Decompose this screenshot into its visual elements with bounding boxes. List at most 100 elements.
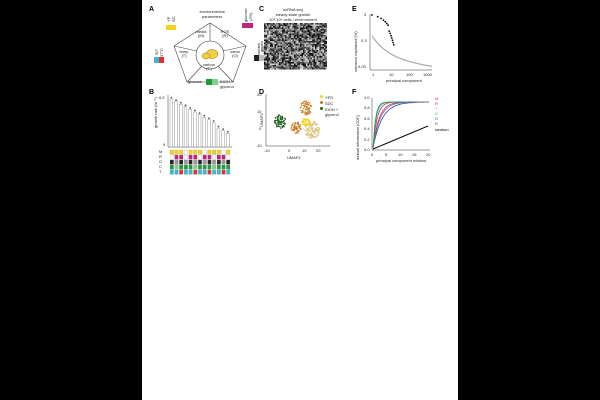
heatmap-cell bbox=[324, 44, 326, 46]
heatmap-cell bbox=[273, 38, 275, 40]
heatmap-cell bbox=[301, 29, 303, 31]
heatmap-cell bbox=[325, 65, 327, 67]
heatmap-cell bbox=[321, 62, 323, 64]
heatmap-cell bbox=[298, 57, 300, 59]
grid-cell bbox=[226, 149, 231, 155]
heatmap-cell bbox=[315, 57, 317, 59]
heatmap-cell bbox=[306, 50, 308, 52]
e-point bbox=[382, 19, 385, 21]
umap-point bbox=[302, 122, 304, 124]
heatmap-cell bbox=[318, 56, 320, 58]
heatmap-cell bbox=[313, 35, 315, 37]
heatmap-cell bbox=[267, 62, 269, 64]
bar bbox=[226, 133, 230, 148]
heatmap-cell bbox=[324, 29, 326, 31]
segment-media: media (M) bbox=[195, 29, 207, 38]
umap-point bbox=[302, 104, 305, 107]
grid-cell bbox=[179, 169, 184, 175]
heatmap-cell bbox=[273, 53, 275, 55]
heatmap-cell bbox=[292, 33, 294, 35]
segment-osmo: osmo (O) bbox=[230, 49, 240, 58]
heatmap-cell bbox=[303, 50, 305, 52]
heatmap-cell bbox=[276, 45, 278, 47]
heatmap-cell bbox=[274, 48, 276, 50]
umap-point bbox=[305, 124, 308, 126]
heatmap-cell bbox=[288, 54, 290, 56]
heatmap-cell bbox=[292, 32, 294, 34]
heatmap-cell bbox=[292, 54, 294, 56]
heatmap-cell bbox=[276, 62, 278, 64]
heatmap-cell bbox=[324, 35, 326, 37]
umap-point bbox=[274, 117, 277, 119]
heatmap-cell bbox=[313, 48, 315, 50]
umap-point bbox=[276, 119, 278, 122]
heatmap-cell bbox=[270, 60, 272, 62]
heatmap-cell bbox=[298, 44, 300, 46]
heatmap-cell bbox=[297, 38, 299, 40]
heatmap-cell bbox=[312, 45, 314, 47]
heatmap-cell bbox=[303, 51, 305, 53]
heatmap-cell bbox=[270, 57, 272, 59]
heatmap-cell bbox=[325, 50, 327, 52]
grid-cell bbox=[202, 164, 207, 170]
heatmap-cell bbox=[276, 42, 278, 44]
panel-a-title-1: environmental bbox=[199, 9, 225, 14]
heatmap-cell bbox=[304, 44, 306, 46]
segment-temp: temp (T) bbox=[179, 49, 189, 58]
heatmap-cell bbox=[295, 65, 297, 67]
heatmap-cell bbox=[303, 59, 305, 61]
heatmap-cell bbox=[283, 36, 285, 38]
heatmap-cell bbox=[297, 29, 299, 31]
heatmap-cell bbox=[265, 47, 267, 49]
heatmap-cell bbox=[325, 29, 327, 31]
bar bbox=[169, 98, 173, 148]
grid-cell bbox=[202, 159, 207, 165]
heatmap-cell bbox=[274, 53, 276, 55]
f-legend-o: O bbox=[435, 116, 439, 121]
heatmap-cell bbox=[292, 30, 294, 32]
heatmap-cell bbox=[273, 32, 275, 34]
heatmap-cell bbox=[298, 29, 300, 31]
heatmap-cell bbox=[321, 68, 323, 70]
heatmap-cell bbox=[294, 26, 296, 28]
grid-cell bbox=[207, 169, 212, 175]
heatmap-cell bbox=[289, 45, 291, 47]
heatmap-cell bbox=[321, 60, 323, 62]
umap-point bbox=[303, 113, 305, 115]
a-right-label-2pct: (2%) bbox=[248, 12, 253, 21]
heatmap-cell bbox=[322, 68, 324, 70]
heatmap-cell bbox=[304, 47, 306, 49]
heatmap-cell bbox=[273, 44, 275, 46]
heatmap-cell bbox=[294, 54, 296, 56]
heatmap-cell bbox=[307, 65, 309, 67]
heatmap-cell bbox=[279, 60, 281, 62]
heatmap-cell bbox=[294, 53, 296, 55]
heatmap-cell bbox=[264, 41, 266, 43]
heatmap-cell bbox=[283, 62, 285, 64]
heatmap-cell bbox=[298, 68, 300, 70]
heatmap-cell bbox=[325, 24, 327, 26]
heatmap-cell bbox=[277, 23, 279, 25]
heatmap-cell bbox=[297, 47, 299, 49]
heatmap-cell bbox=[286, 59, 288, 61]
heatmap-cell bbox=[264, 51, 266, 53]
heatmap-cell bbox=[306, 45, 308, 47]
heatmap-cell bbox=[273, 41, 275, 43]
e-ytick-3: 3 bbox=[364, 12, 367, 17]
heatmap-cell bbox=[267, 24, 269, 26]
heatmap-cell bbox=[277, 65, 279, 67]
heatmap-cell bbox=[312, 68, 314, 70]
heatmap-cell bbox=[267, 32, 269, 34]
heatmap-cell bbox=[292, 56, 294, 58]
heatmap-cell bbox=[321, 50, 323, 52]
heatmap-cell bbox=[300, 44, 302, 46]
grid-cell bbox=[179, 149, 184, 155]
heatmap-cell bbox=[313, 54, 315, 56]
umap-point bbox=[276, 115, 278, 118]
heatmap-cell bbox=[315, 27, 317, 29]
bar bbox=[216, 127, 220, 148]
heatmap-cell bbox=[267, 41, 269, 43]
heatmap-cell bbox=[310, 63, 312, 65]
heatmap-cell bbox=[313, 68, 315, 70]
heatmap-cell bbox=[264, 56, 266, 58]
